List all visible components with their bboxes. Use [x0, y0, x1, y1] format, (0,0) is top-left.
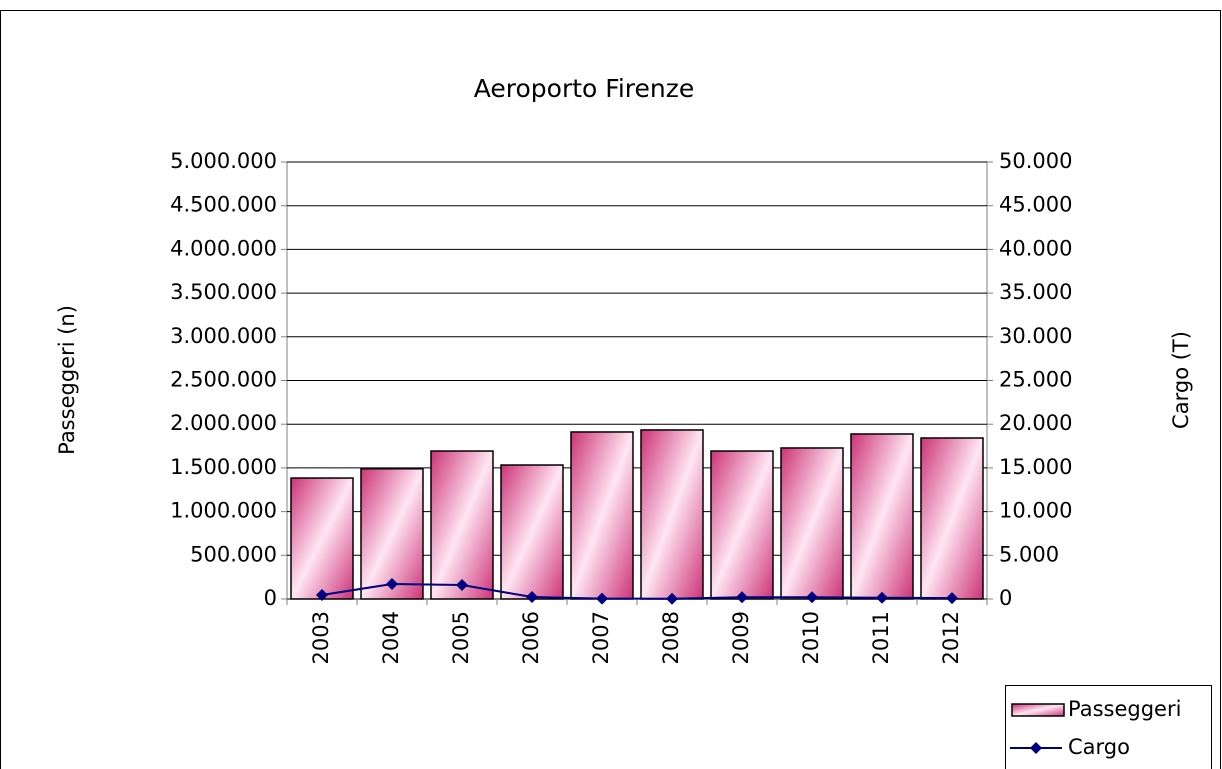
marker [386, 578, 398, 591]
x-tick-label: 2006 [519, 611, 543, 664]
y-axis-title: Passeggeri (n) [55, 305, 79, 455]
y-tick-label: 2.000.000 [170, 411, 277, 435]
y-tick-label: 4.500.000 [170, 193, 277, 217]
legend-marker [1030, 742, 1042, 754]
y2-tick-label: 35.000 [999, 280, 1072, 304]
bar [710, 450, 774, 600]
legend-label: Cargo [1068, 735, 1130, 759]
marker [316, 588, 328, 601]
bar [850, 433, 914, 600]
marker [946, 592, 958, 605]
x-tick-label: 2005 [449, 611, 473, 664]
y2-tick-label: 0 [999, 586, 1012, 610]
y-tick-label: 0 [264, 586, 277, 610]
x-tick-label: 2010 [799, 611, 823, 664]
chart-border [0, 10, 1221, 769]
y-tick-label: 5.000.000 [170, 149, 277, 173]
bar [570, 431, 634, 600]
chart-title: Aeroporto Firenze [474, 74, 695, 103]
bar [290, 477, 354, 600]
x-tick-label: 2012 [939, 611, 963, 664]
bar [640, 429, 704, 600]
marker [666, 592, 678, 605]
marker [806, 591, 818, 604]
bar [360, 468, 424, 600]
y2-tick-label: 20.000 [999, 411, 1072, 435]
marker [596, 592, 608, 605]
marker [876, 591, 888, 604]
y2-tick-label: 45.000 [999, 193, 1072, 217]
y2-tick-label: 30.000 [999, 324, 1072, 348]
x-tick-label: 2003 [309, 611, 333, 664]
y2-tick-label: 5.000 [999, 542, 1059, 566]
bar [500, 464, 564, 600]
y-tick-label: 2.500.000 [170, 368, 277, 392]
bar [430, 450, 494, 600]
y-tick-label: 1.500.000 [170, 455, 277, 479]
legend-swatch [1011, 703, 1065, 717]
legend-box [1005, 685, 1212, 769]
y2-tick-label: 15.000 [999, 455, 1072, 479]
marker [736, 591, 748, 604]
x-tick-label: 2009 [729, 611, 753, 664]
y2-tick-label: 10.000 [999, 499, 1072, 523]
legend-label: Passeggeri [1068, 697, 1181, 721]
marker [456, 579, 468, 592]
y-tick-label: 3.000.000 [170, 324, 277, 348]
y2-tick-label: 50.000 [999, 149, 1072, 173]
bar [780, 447, 844, 600]
y-tick-label: 4.000.000 [170, 236, 277, 260]
bar [920, 437, 984, 600]
marker [526, 590, 538, 603]
y-tick-label: 3.500.000 [170, 280, 277, 304]
y-tick-label: 500.000 [190, 542, 277, 566]
y2-tick-label: 40.000 [999, 236, 1072, 260]
x-tick-label: 2008 [659, 611, 683, 664]
x-tick-label: 2004 [379, 611, 403, 664]
y2-tick-label: 25.000 [999, 368, 1072, 392]
x-tick-label: 2011 [869, 611, 893, 664]
x-tick-label: 2007 [589, 611, 613, 664]
y-tick-label: 1.000.000 [170, 499, 277, 523]
line [321, 583, 953, 600]
y2-axis-title: Cargo (T) [1169, 331, 1193, 429]
